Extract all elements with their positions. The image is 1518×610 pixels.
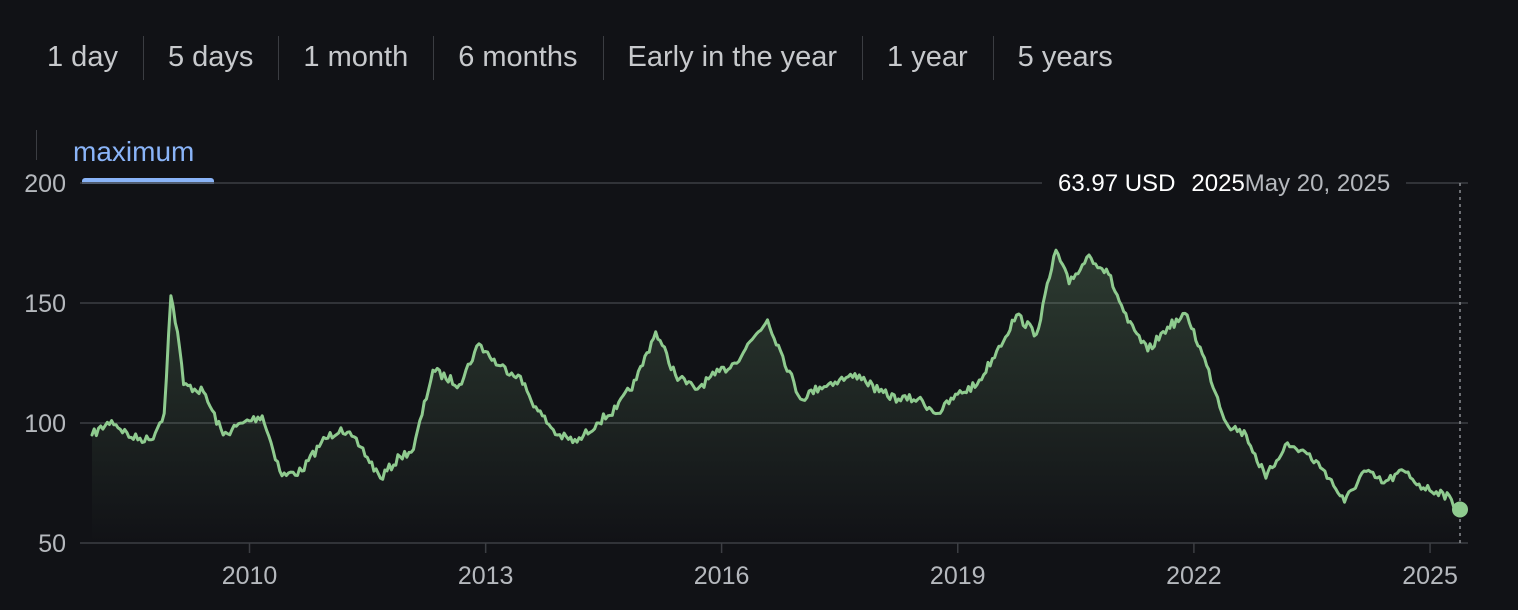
x-tick-label: 2025 [1402,562,1458,590]
y-tick-label: 50 [38,530,66,558]
y-tick-label: 100 [24,410,66,438]
range-tab-max[interactable]: maximum [36,130,236,190]
y-tick-label: 150 [24,290,66,318]
range-tab[interactable]: 1 year [862,32,993,82]
range-tab[interactable]: 5 days [142,32,278,82]
range-tab-max-label[interactable]: maximum [73,136,195,167]
x-tick-label: 2016 [694,562,750,590]
range-tabs: 1 day 5 days 1 month 6 months Early in the y… [22,30,1138,84]
tooltip-year: 2025 [1191,170,1245,197]
x-tick-label: 2013 [458,562,514,590]
range-tab[interactable]: 1 day [47,41,118,73]
hover-tooltip: 63.97 USD 2025 May 20, 2025 [1042,160,1407,208]
x-tick-label: 2010 [222,562,278,590]
range-tab[interactable]: 5 years [992,32,1138,82]
hover-point [1452,501,1468,518]
tab-divider [36,130,37,160]
range-tab[interactable]: 1 month [278,32,433,82]
range-tab[interactable]: Early in the year [602,32,863,82]
x-tick-label: 2022 [1166,562,1222,590]
price-line [90,248,1462,511]
active-tab-indicator [82,178,214,184]
range-tab[interactable]: 6 months [433,32,602,82]
x-tick-label: 2019 [930,562,986,590]
y-tick-label: 200 [24,170,66,198]
tooltip-date: May 20, 2025 [1244,170,1391,197]
price-area-fill [92,250,1460,543]
tooltip-price: 63.97 USD [1058,170,1176,197]
